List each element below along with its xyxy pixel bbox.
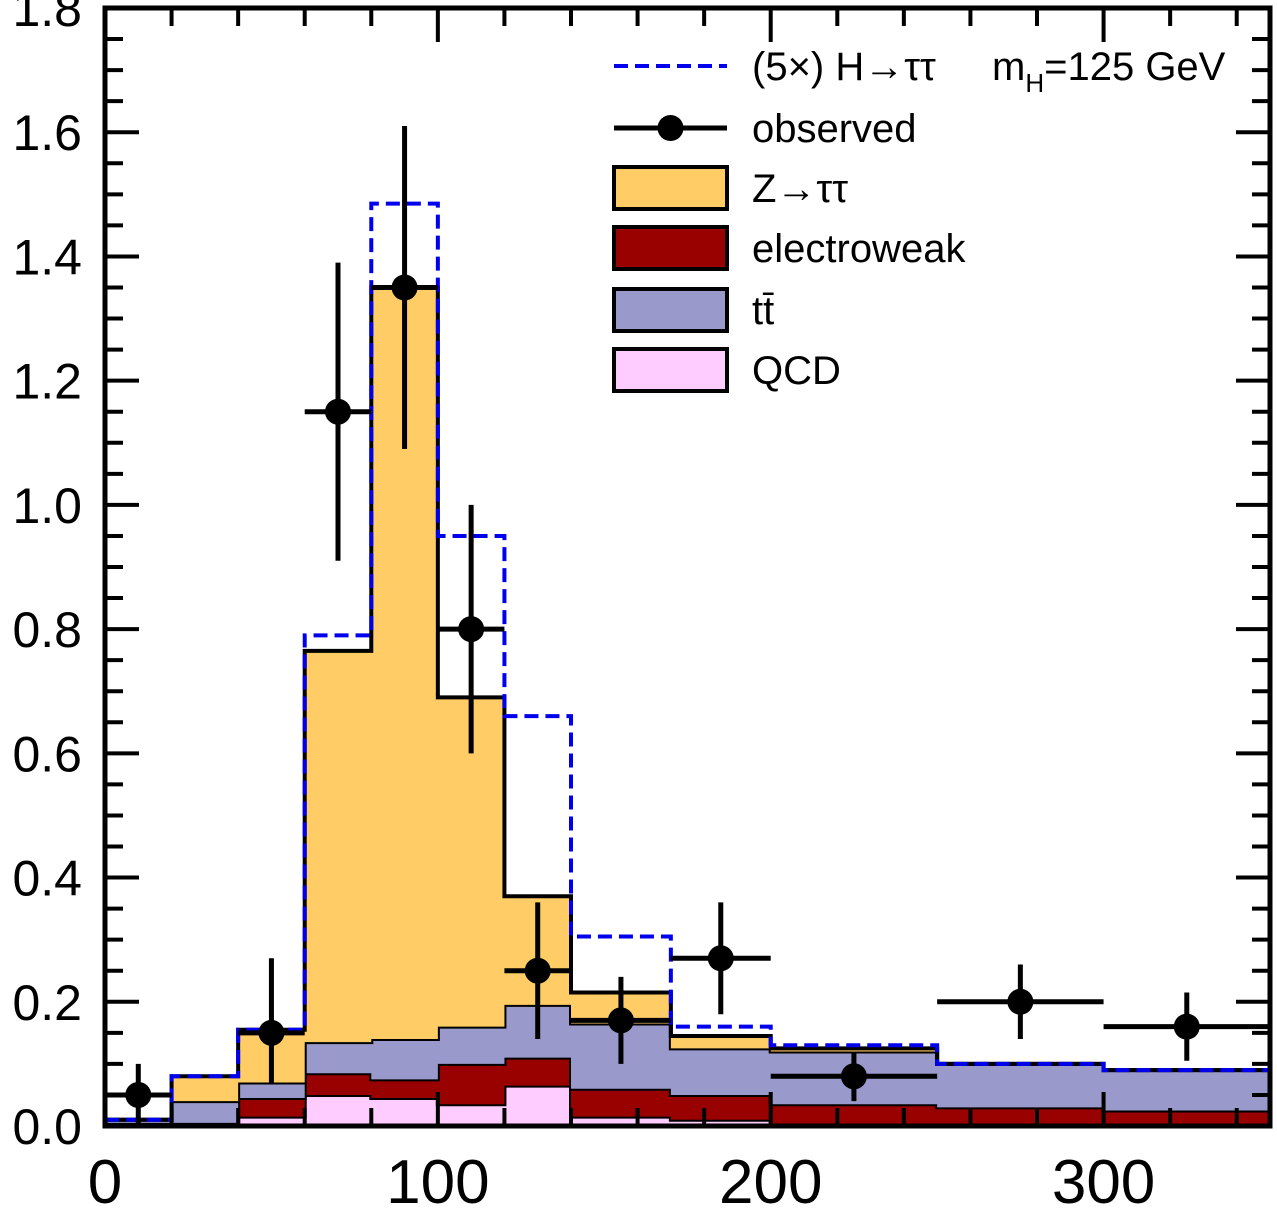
y-tick-label: 0.2 xyxy=(12,975,82,1031)
legend-label: Z→ττ xyxy=(752,167,848,211)
legend-label: QCD xyxy=(752,349,841,393)
y-tick-label: 0.8 xyxy=(12,602,82,658)
legend-swatch-marker xyxy=(657,115,684,141)
stack-fill-2 xyxy=(105,1004,1270,1123)
observed-point xyxy=(105,1063,172,1126)
legend-entry: observed xyxy=(614,107,917,151)
observed-point xyxy=(770,1051,938,1102)
y-tick-label: 1.8 xyxy=(12,0,82,37)
legend-swatch-box xyxy=(612,347,729,393)
observed-marker xyxy=(1007,988,1034,1015)
stack-fill-0 xyxy=(105,1085,1270,1126)
x-tick-label: 0 xyxy=(88,1148,122,1212)
observed-marker xyxy=(840,1063,867,1090)
legend-swatch-box xyxy=(612,165,729,211)
legend: (5×) H→ττ mH=125 GeV observed Z→ττ electrowe… xyxy=(612,45,1226,393)
y-tick-label: 0.0 xyxy=(12,1099,82,1155)
observed-point xyxy=(1103,992,1270,1061)
observed-point xyxy=(937,964,1104,1040)
observed-point xyxy=(670,902,771,1015)
stack-fill-3 xyxy=(105,287,1270,1120)
observed-point xyxy=(437,504,505,754)
y-tick-label: 0.6 xyxy=(12,726,82,782)
observed-marker xyxy=(125,1081,152,1108)
observed-point xyxy=(371,126,438,449)
legend-swatch-box xyxy=(612,287,729,333)
observed-point xyxy=(504,902,571,1040)
x-tick-label: 100 xyxy=(386,1148,489,1212)
observed-point xyxy=(304,262,372,561)
axes: 0 100 200 300 0.0 0.2 0.4 0.6 0.8 1.0 1.2 1.4 1.6 1.8 xyxy=(12,0,1273,1212)
legend-label: observed xyxy=(752,107,917,151)
observed-marker xyxy=(1173,1013,1200,1040)
legend-entry: QCD xyxy=(612,347,841,393)
legend-label: (5×) H→ττ xyxy=(752,45,936,89)
observed-point xyxy=(571,976,671,1064)
observed-marker xyxy=(325,398,351,425)
legend-entry: (5×) H→ττ mH=125 GeV xyxy=(614,45,1226,98)
observed-marker xyxy=(524,957,551,984)
signal-line xyxy=(105,201,1270,1122)
legend-label: tt̄ xyxy=(752,289,774,333)
signal-histogram xyxy=(105,201,1270,1122)
legend-entry: electroweak xyxy=(612,225,966,271)
x-tick-label: 300 xyxy=(1052,1148,1155,1212)
y-tick-label: 1.0 xyxy=(12,478,82,534)
x-tick-label: 200 xyxy=(719,1148,822,1212)
legend-label: electroweak xyxy=(752,227,966,271)
legend-entry: Z→ττ xyxy=(612,165,848,211)
observed-marker xyxy=(391,274,418,301)
y-tick-label: 1.2 xyxy=(12,354,82,410)
y-tick-label: 1.6 xyxy=(12,105,82,161)
observed-marker xyxy=(258,1019,285,1046)
legend-entry: tt̄ xyxy=(612,287,774,333)
observed-marker xyxy=(458,616,485,643)
observed-marker xyxy=(607,1007,634,1034)
observed-point xyxy=(238,958,305,1083)
y-tick-label: 1.4 xyxy=(12,229,82,285)
legend-mass-label: mH=125 GeV xyxy=(992,45,1226,98)
y-tick-label: 0.4 xyxy=(12,851,82,907)
observed-data xyxy=(105,126,1270,1126)
legend-swatch-box xyxy=(612,225,729,271)
observed-marker xyxy=(707,945,734,972)
